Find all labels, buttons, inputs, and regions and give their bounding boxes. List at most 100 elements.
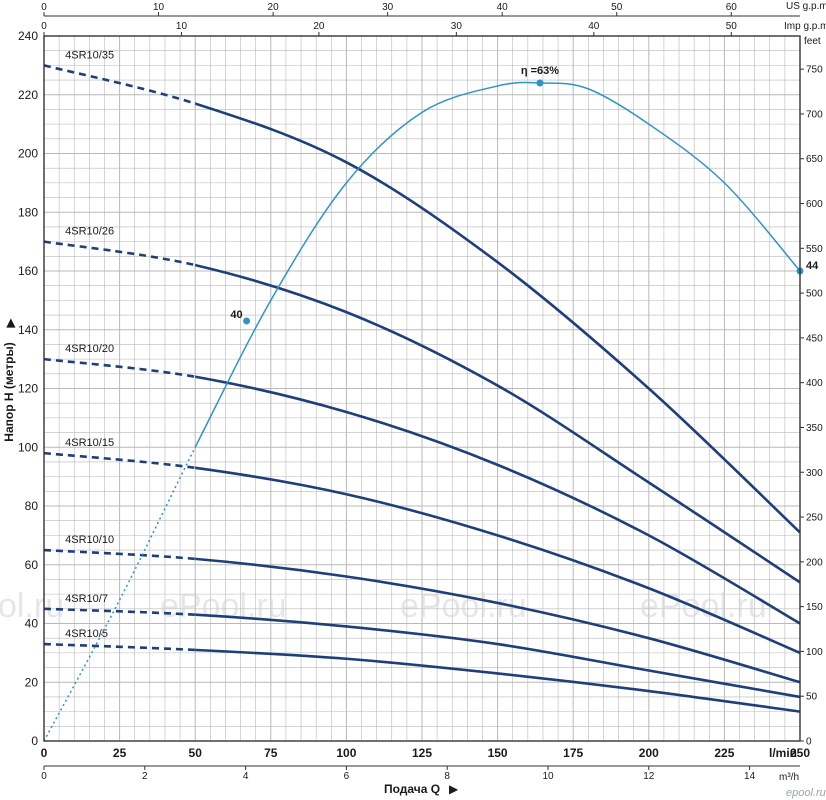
pump-curves: 4SR10/35 4SR10/26 4SR10/20 4SR10/15 4SR10/10…: [43, 49, 801, 713]
us-gpm-tick-label: 20: [268, 2, 280, 13]
series-label: 4SR10/15: [65, 437, 114, 449]
efficiency-point-label: 44: [806, 260, 819, 272]
y-tick-label: 80: [25, 499, 39, 513]
us-gpm-tick-label: 0: [41, 2, 47, 13]
us-gpm-tick-label: 10: [153, 2, 165, 13]
pump-curve-dashed: [43, 64, 196, 105]
feet-tick-label: 0: [806, 737, 812, 748]
series-label: 4SR10/7: [65, 593, 108, 605]
us-gpm-tick-label: 50: [611, 2, 623, 13]
x-tick-label: 125: [412, 746, 432, 760]
pump-curve: [195, 613, 801, 699]
pump-curve: [195, 466, 801, 655]
x-axis-arrow: ▶: [449, 782, 459, 796]
x-axes-bottom: 0 25 50 75 100 125 150 175 200 225 250 0 2 4 6 8 10 12 14: [41, 746, 811, 782]
feet-tick-label: 50: [806, 692, 818, 703]
x-tick-label: 150: [488, 746, 508, 760]
pump-curve: [195, 557, 801, 684]
efficiency-point: [536, 79, 544, 87]
series-label: 4SR10/10: [65, 534, 114, 546]
pump-curve-dashed: [43, 240, 196, 267]
x-tick-label: 0: [41, 746, 48, 760]
efficiency-curve-solid: [195, 81, 801, 449]
feet-tick-label: 500: [806, 289, 823, 300]
grid: [43, 35, 801, 742]
imp-gpm-tick-label: 50: [726, 21, 738, 32]
x-tick-label: 200: [639, 746, 659, 760]
watermark-text: ol.ru: [0, 587, 64, 625]
feet-tick-label: 750: [806, 65, 823, 76]
imp-gpm-unit-label: Imp g.p.m.: [784, 21, 826, 32]
m3h-tick-label: 8: [444, 771, 450, 782]
y-tick-label: 60: [25, 558, 39, 572]
x-tick-label: 175: [563, 746, 583, 760]
y-tick-label: 180: [18, 205, 38, 219]
x-axis-title: Подача Q: [384, 782, 440, 796]
top-axes: 0 10 20 30 40 50 60 0 10 20 30 40 50: [41, 2, 800, 36]
y-axis-left: 0 20 40 60 80 100 120 140 160 180 200 220 240: [18, 29, 38, 748]
pump-curve-dashed: [43, 607, 196, 616]
series-label: 4SR10/26: [65, 226, 114, 238]
feet-tick-label: 550: [806, 244, 823, 255]
m3h-tick-label: 4: [243, 771, 249, 782]
feet-tick-label: 600: [806, 199, 823, 210]
feet-tick-label: 350: [806, 423, 823, 434]
y-axis-arrow: ▶: [3, 318, 17, 328]
series-label: 4SR10/35: [65, 49, 114, 61]
pump-curve-dashed: [43, 548, 196, 561]
y-tick-label: 20: [25, 675, 39, 689]
y-tick-label: 0: [31, 734, 38, 748]
series-label: 4SR10/20: [65, 343, 114, 355]
feet-unit-label: feet: [804, 36, 821, 47]
us-gpm-unit-label: US g.p.m.: [786, 1, 826, 12]
feet-tick-label: 450: [806, 333, 823, 344]
x-tick-label: 100: [336, 746, 356, 760]
series-label: 4SR10/5: [65, 628, 108, 640]
imp-gpm-tick-label: 10: [176, 21, 188, 32]
pump-curve-dashed: [43, 642, 196, 652]
m3h-tick-label: 2: [142, 771, 148, 782]
x-tick-label: 250: [790, 746, 810, 760]
y-tick-label: 160: [18, 264, 38, 278]
efficiency-point-label: 40: [230, 309, 242, 321]
m3h-tick-label: 10: [542, 771, 554, 782]
y-tick-label: 140: [18, 323, 38, 337]
us-gpm-tick-label: 40: [497, 2, 509, 13]
m3h-tick-label: 0: [41, 771, 47, 782]
efficiency-point: [243, 317, 251, 325]
efficiency-point-label: η =63%: [521, 65, 559, 77]
pump-curve: [195, 263, 801, 584]
logo-text: epool.ru: [786, 787, 826, 799]
feet-tick-label: 150: [806, 602, 823, 613]
y-axis-right-feet: 0 50 100 150 200 250 300 350 400 450 500 550 600 650 7…: [800, 65, 823, 748]
watermark-text: ePool.ru: [400, 587, 527, 625]
plot-frame: [43, 35, 801, 742]
pump-curve-dashed: [43, 451, 196, 470]
y-tick-label: 100: [18, 440, 38, 454]
us-gpm-tick-label: 30: [382, 2, 394, 13]
imp-gpm-tick-label: 0: [41, 21, 47, 32]
feet-tick-label: 400: [806, 378, 823, 389]
y-tick-label: 40: [25, 617, 39, 631]
efficiency-curve-dotted: [43, 445, 196, 742]
feet-tick-label: 250: [806, 513, 823, 524]
y-axis-title: Напор H (метры): [2, 342, 16, 441]
feet-tick-label: 700: [806, 109, 823, 120]
feet-tick-label: 650: [806, 154, 823, 165]
pump-curve: [195, 102, 801, 534]
imp-gpm-tick-label: 20: [313, 21, 325, 32]
y-tick-label: 120: [18, 382, 38, 396]
m3h-tick-label: 14: [744, 771, 756, 782]
us-gpm-tick-label: 60: [726, 2, 738, 13]
pump-curve-dashed: [43, 357, 196, 379]
y-tick-label: 200: [18, 147, 38, 161]
x-tick-label: 25: [113, 746, 127, 760]
x-tick-label: 75: [264, 746, 278, 760]
lmin-unit-label: l/min: [769, 746, 797, 760]
m3h-tick-label: 6: [344, 771, 350, 782]
pump-curve: [195, 375, 801, 625]
y-tick-label: 240: [18, 29, 38, 43]
x-tick-label: 50: [189, 746, 203, 760]
